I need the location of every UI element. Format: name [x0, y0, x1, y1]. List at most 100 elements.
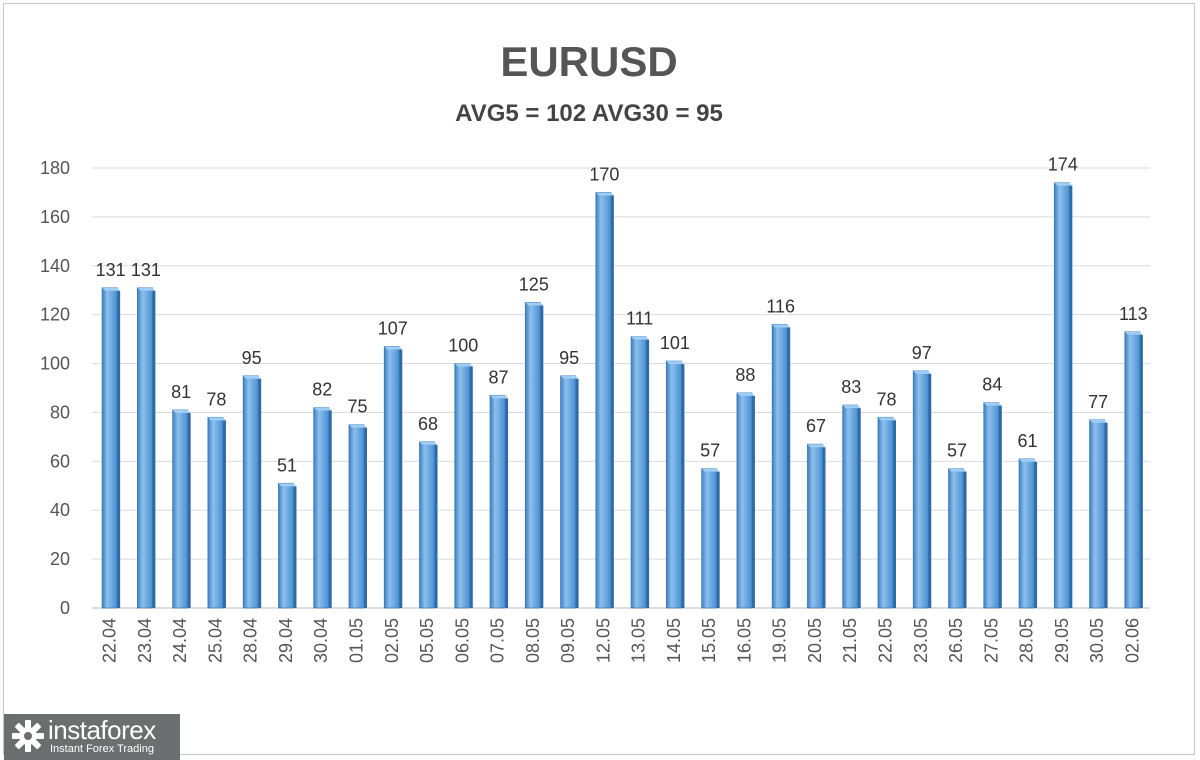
x-tick-label: 07.05 [488, 618, 508, 663]
bar [771, 324, 788, 609]
x-tick-label: 22.04 [100, 618, 120, 663]
y-tick-label: 0 [60, 598, 70, 618]
bar-top [137, 287, 156, 291]
data-label: 95 [559, 348, 579, 368]
bar [736, 392, 753, 609]
bar-side [575, 378, 579, 608]
bar-side [822, 447, 826, 608]
data-labels: 131 131 81 78 95 51 82 75 107 68 100 87 125 95 170 111 1… [96, 155, 1148, 476]
bar-side [857, 408, 861, 608]
bar [595, 192, 612, 609]
x-tick-label: 15.05 [699, 618, 719, 663]
y-tick-label: 40 [50, 500, 70, 520]
data-label: 67 [806, 416, 826, 436]
bar-top [313, 407, 332, 411]
bar [348, 424, 365, 609]
bar [666, 360, 682, 609]
bar [101, 287, 118, 609]
bar-top [913, 370, 932, 374]
data-label: 101 [660, 333, 690, 353]
bar-top [490, 395, 509, 399]
bar-side [152, 290, 156, 608]
bar [842, 404, 859, 609]
bar-top [1089, 419, 1108, 423]
x-tick-label: 26.05 [946, 618, 966, 663]
bar-side [716, 471, 720, 608]
data-label: 51 [277, 455, 297, 475]
data-label: 82 [312, 380, 332, 400]
data-label: 131 [131, 260, 161, 280]
bar [912, 370, 929, 609]
bar-side [434, 444, 438, 608]
bar [524, 302, 541, 609]
data-label: 84 [982, 375, 1002, 395]
data-label: 170 [589, 164, 619, 184]
bar-side [1139, 334, 1143, 608]
bar-top [102, 287, 121, 291]
y-tick-label: 180 [40, 158, 70, 178]
bar [1053, 182, 1070, 609]
bar-top [1019, 458, 1038, 462]
y-tick-label: 140 [40, 256, 70, 276]
bar [313, 407, 330, 609]
bar-side [505, 398, 509, 608]
bar-top [419, 441, 438, 445]
data-label: 174 [1048, 155, 1078, 175]
bar-top [878, 417, 896, 421]
bar [983, 402, 1000, 609]
bar-side [610, 195, 614, 608]
bar [454, 363, 471, 609]
data-label: 87 [489, 367, 509, 387]
x-tick-label: 25.04 [205, 618, 225, 663]
bar-top [736, 392, 755, 396]
bar [278, 482, 294, 609]
bar-side [328, 410, 332, 608]
bar-side [258, 378, 262, 608]
bar-top [983, 402, 1002, 406]
bar [489, 394, 506, 609]
bar-top [207, 417, 226, 421]
bar-side [222, 420, 226, 608]
x-axis-ticks: 22.04 23.04 24.04 25.04 28.04 29.04 30.04 01.05… [100, 618, 1143, 663]
x-tick-label: 02.06 [1122, 618, 1142, 663]
data-label: 78 [206, 389, 226, 409]
bar [136, 287, 153, 609]
data-label: 100 [448, 336, 478, 356]
data-label: 75 [347, 397, 367, 417]
x-tick-label: 30.05 [1087, 618, 1107, 663]
x-tick-label: 22.05 [876, 618, 896, 663]
x-tick-label: 29.04 [276, 618, 296, 663]
bar-side [681, 364, 685, 608]
y-axis-ticks: 0 20 40 60 80 100 120 140 160 180 [40, 158, 70, 618]
logo-tagline: Instant Forex Trading [50, 743, 154, 755]
data-label: 97 [912, 343, 932, 363]
bar-top [384, 346, 403, 350]
bar [419, 441, 435, 609]
chart-subtitle: AVG5 = 102 AVG30 = 95 [455, 100, 723, 127]
bar-side [787, 327, 791, 608]
x-tick-label: 02.05 [382, 618, 402, 663]
bar [560, 375, 576, 609]
bar-side [364, 427, 367, 608]
bars [101, 182, 1143, 609]
bar-side [893, 420, 896, 608]
bar-side [928, 373, 932, 608]
x-tick-label: 08.05 [523, 618, 543, 663]
bar-side [646, 339, 650, 608]
x-tick-label: 21.05 [840, 618, 860, 663]
bar-side [293, 486, 297, 608]
x-tick-label: 20.05 [805, 618, 825, 663]
x-tick-label: 14.05 [664, 618, 684, 663]
x-tick-label: 13.05 [629, 618, 649, 663]
bar-top [666, 361, 685, 365]
data-label: 61 [1018, 431, 1038, 451]
bar-side [540, 305, 544, 608]
bar-top [595, 192, 614, 196]
bar-top [842, 405, 861, 409]
bar-top [1054, 182, 1073, 186]
bar [948, 468, 964, 609]
bar [630, 336, 647, 609]
y-tick-label: 80 [50, 402, 70, 422]
bar [1124, 331, 1141, 609]
